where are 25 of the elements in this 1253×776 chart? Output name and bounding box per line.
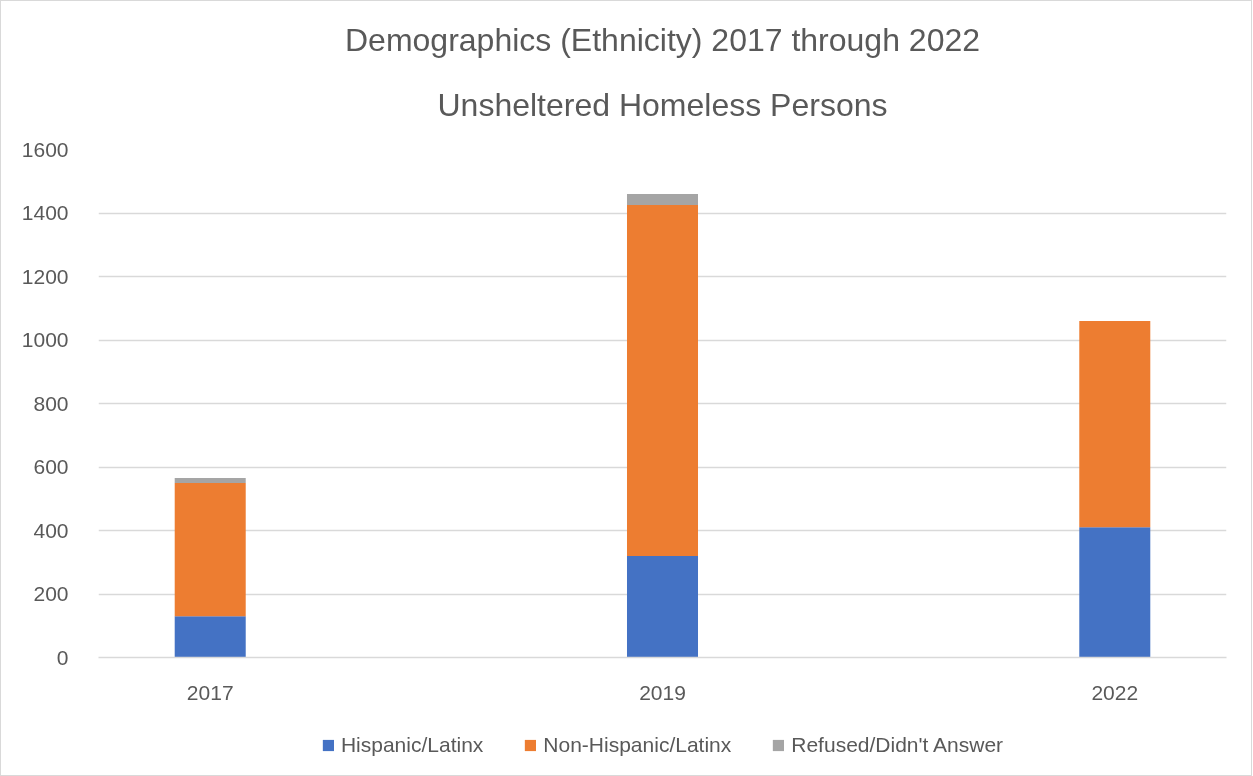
bar <box>1079 527 1151 658</box>
x-tick-label: 2022 <box>1091 680 1139 704</box>
bar <box>627 193 698 206</box>
bar <box>174 482 246 617</box>
y-tick-label: 1400 <box>21 201 69 224</box>
legend-label: Non-Hispanic/Latinx <box>543 733 732 757</box>
y-tick-label: 1200 <box>21 264 69 288</box>
x-tick-label: 2017 <box>186 680 234 704</box>
chart-title: Demographics (Ethnicity) 2017 through 2022 <box>344 21 981 58</box>
legend-label: Hispanic/Latinx <box>340 733 484 757</box>
y-tick-label: 200 <box>33 582 69 605</box>
legend-label: Refused/Didn't Answer <box>791 733 1004 757</box>
y-tick-label: 600 <box>33 455 69 478</box>
bar <box>174 478 246 483</box>
bar <box>627 555 698 658</box>
y-tick-label: 800 <box>33 391 69 415</box>
x-tick-label: 2019 <box>639 680 686 704</box>
y-tick-label: 0 <box>56 645 69 669</box>
bar <box>174 616 246 658</box>
y-tick-label: 1600 <box>21 137 69 161</box>
chart-subtitle: Unsheltered Homeless Persons <box>437 86 888 123</box>
y-tick-label: 1000 <box>21 328 69 351</box>
bar <box>1079 320 1151 528</box>
y-tick-label: 400 <box>33 518 69 542</box>
bar <box>627 205 698 556</box>
